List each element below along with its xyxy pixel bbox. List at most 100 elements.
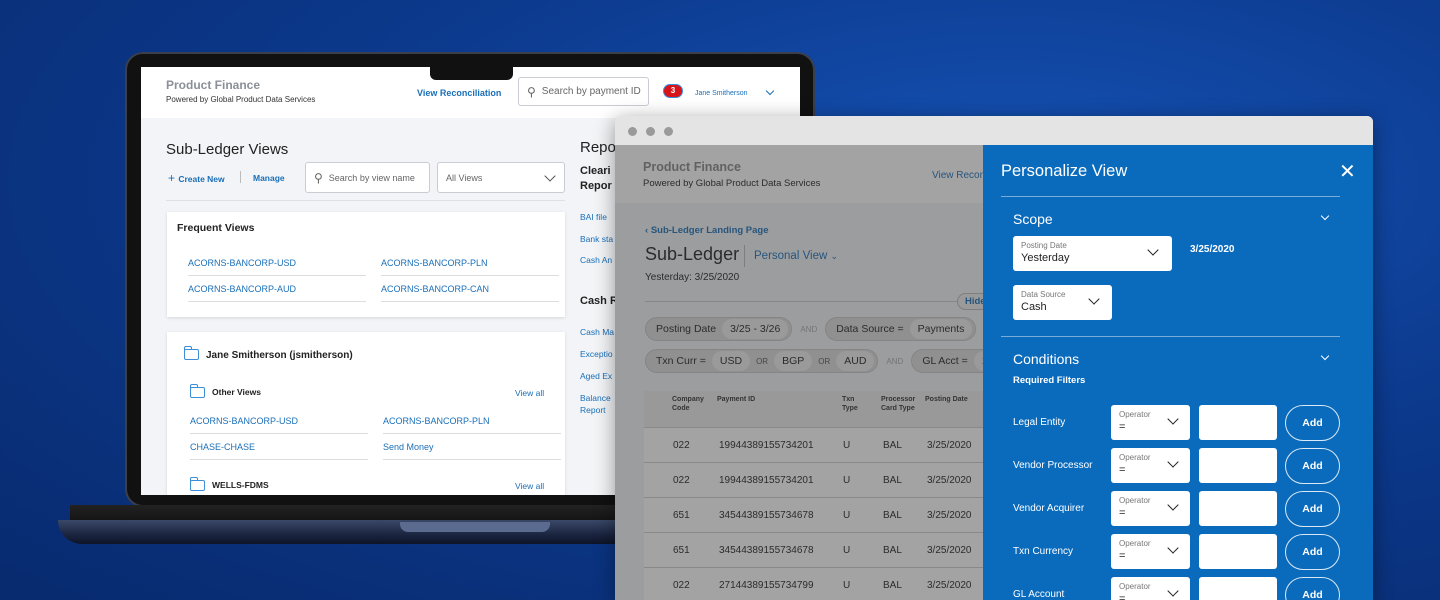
- create-new-button[interactable]: + Create New: [168, 171, 225, 185]
- filter-value-input[interactable]: [1199, 448, 1277, 483]
- view-search-input[interactable]: ⚲ Search by view name: [305, 162, 430, 193]
- view-reconciliation-link[interactable]: View Recon: [932, 170, 986, 181]
- view-link[interactable]: ACORNS-BANCORP-PLN: [381, 258, 559, 276]
- subfolder-title[interactable]: Other Views: [212, 387, 261, 397]
- table-row[interactable]: 022 19944389155734201 U BAL 3/25/2020: [644, 427, 984, 462]
- divider: [166, 200, 565, 201]
- app-title: Product Finance: [643, 160, 741, 174]
- add-filter-button[interactable]: Add: [1285, 405, 1340, 441]
- window-minimize-dot[interactable]: [646, 127, 655, 136]
- window-close-dot[interactable]: [628, 127, 637, 136]
- filter-value-input[interactable]: [1199, 491, 1277, 526]
- filter-chip-txn-curr[interactable]: Txn Curr = USD OR BGP OR AUD: [645, 349, 879, 373]
- operator-select[interactable]: Operator =: [1111, 405, 1190, 440]
- app-subtitle: Powered by Global Product Data Services: [643, 178, 821, 189]
- report-link[interactable]: Exceptio: [580, 349, 613, 359]
- filter-chip-data-source[interactable]: Data Source = Payments: [825, 317, 977, 341]
- table-cell: 651: [673, 510, 690, 521]
- conditions-section-title[interactable]: Conditions: [1013, 351, 1080, 367]
- table-row[interactable]: 651 34544389155734678 U BAL 3/25/2020: [644, 497, 984, 532]
- modal-overlay[interactable]: [615, 145, 983, 600]
- chevron-down-icon: [1088, 293, 1100, 305]
- report-link[interactable]: Balance: [580, 393, 611, 403]
- divider: [1001, 336, 1340, 337]
- browser-window: Product Finance Powered by Global Produc…: [615, 116, 1373, 600]
- filter-value-input[interactable]: [1199, 534, 1277, 569]
- frequent-views-title: Frequent Views: [177, 222, 255, 234]
- page-title: Sub-Ledger: [645, 244, 740, 264]
- view-link[interactable]: ACORNS-BANCORP-CAN: [381, 284, 559, 302]
- view-link[interactable]: CHASE-CHASE: [190, 442, 368, 460]
- table-row[interactable]: 651 34544389155734678 U BAL 3/25/2020: [644, 532, 984, 567]
- payment-search-input[interactable]: ⚲ Search by payment ID: [518, 77, 649, 106]
- views-filter-select[interactable]: All Views: [437, 162, 565, 193]
- frequent-views-card: Frequent Views ACORNS-BANCORP-USD ACORNS…: [167, 212, 565, 317]
- table-cell: U: [843, 545, 851, 556]
- required-filters-label: Required Filters: [1013, 375, 1086, 386]
- divider: [1001, 196, 1340, 197]
- operator-select[interactable]: Operator =: [1111, 534, 1190, 569]
- user-folder-title: Jane Smitherson (jsmitherson): [206, 350, 353, 361]
- filter-value-input[interactable]: [1199, 405, 1277, 440]
- add-filter-button[interactable]: Add: [1285, 577, 1340, 600]
- column-txn-type[interactable]: Txn Type: [842, 396, 858, 412]
- operator-select[interactable]: Operator =: [1111, 448, 1190, 483]
- scope-date: 3/25/2020: [1190, 244, 1235, 255]
- chevron-down-icon[interactable]: [1320, 211, 1330, 221]
- browser-titlebar: [615, 116, 1373, 145]
- view-reconciliation-link[interactable]: View Reconciliation: [417, 88, 502, 98]
- manage-link[interactable]: Manage: [253, 173, 285, 183]
- filter-label: Vendor Acquirer: [1013, 503, 1085, 514]
- reports-title: Repo: [580, 139, 616, 156]
- table-cell: 19944389155734201: [719, 440, 814, 451]
- app-header: [615, 145, 1015, 203]
- filter-value-input[interactable]: [1199, 577, 1277, 600]
- panel-title: Personalize View: [1001, 162, 1128, 180]
- view-link[interactable]: ACORNS-BANCORP-USD: [190, 416, 368, 434]
- report-link[interactable]: Cash An: [580, 255, 613, 265]
- report-link[interactable]: Bank sta: [580, 234, 614, 244]
- personalize-view-panel: Personalize View ✕ Scope Posting Date Yes…: [983, 145, 1373, 600]
- user-name[interactable]: Jane Smitherson: [695, 90, 748, 97]
- add-filter-button[interactable]: Add: [1285, 534, 1340, 570]
- column-processor-card-type[interactable]: Processor Card Type: [881, 396, 916, 412]
- back-link[interactable]: ‹ Sub-Ledger Landing Page: [645, 225, 769, 236]
- view-link[interactable]: Send Money: [383, 442, 561, 460]
- subfolder-title[interactable]: WELLS-FDMS: [212, 480, 269, 490]
- table-cell: U: [843, 510, 851, 521]
- column-company-code[interactable]: Company Code: [672, 396, 704, 412]
- filter-chip-posting-date[interactable]: Posting Date 3/25 - 3/26: [645, 317, 793, 341]
- app-subtitle: Powered by Global Product Data Services: [166, 95, 316, 104]
- table-cell: 19944389155734201: [719, 475, 814, 486]
- window-maximize-dot[interactable]: [664, 127, 673, 136]
- view-selector[interactable]: Personal View ⌄: [754, 250, 839, 262]
- add-filter-button[interactable]: Add: [1285, 448, 1340, 484]
- add-filter-button[interactable]: Add: [1285, 491, 1340, 527]
- view-link[interactable]: ACORNS-BANCORP-AUD: [188, 284, 366, 302]
- posting-date-select[interactable]: Posting Date Yesterday: [1013, 236, 1172, 271]
- chevron-down-icon: [1167, 499, 1179, 511]
- report-link[interactable]: Aged Ex: [580, 371, 613, 381]
- scope-section-title[interactable]: Scope: [1013, 211, 1053, 227]
- chevron-down-icon[interactable]: [1320, 351, 1330, 361]
- report-link[interactable]: BAI file: [580, 212, 607, 222]
- data-source-select[interactable]: Data Source Cash: [1013, 285, 1112, 320]
- column-payment-id[interactable]: Payment ID: [717, 396, 756, 403]
- view-all-link[interactable]: View all: [515, 481, 545, 491]
- table-cell: 3/25/2020: [927, 580, 972, 591]
- operator-select[interactable]: Operator =: [1111, 491, 1190, 526]
- view-all-link[interactable]: View all: [515, 388, 545, 398]
- notification-badge[interactable]: 3: [663, 84, 683, 98]
- column-posting-date[interactable]: Posting Date: [925, 396, 968, 403]
- view-link[interactable]: ACORNS-BANCORP-USD: [188, 258, 366, 276]
- user-menu-chevron-icon[interactable]: [765, 86, 775, 96]
- table-row[interactable]: 022 27144389155734799 U BAL 3/25/2020: [644, 567, 984, 600]
- close-icon[interactable]: ✕: [1339, 161, 1356, 183]
- report-link[interactable]: Cash Ma: [580, 327, 615, 337]
- operator-select[interactable]: Operator =: [1111, 577, 1190, 600]
- table-row[interactable]: 022 19944389155734201 U BAL 3/25/2020: [644, 462, 984, 497]
- view-link[interactable]: ACORNS-BANCORP-PLN: [383, 416, 561, 434]
- divider: [240, 171, 241, 183]
- report-link[interactable]: Report: [580, 405, 606, 415]
- divider: [744, 245, 745, 267]
